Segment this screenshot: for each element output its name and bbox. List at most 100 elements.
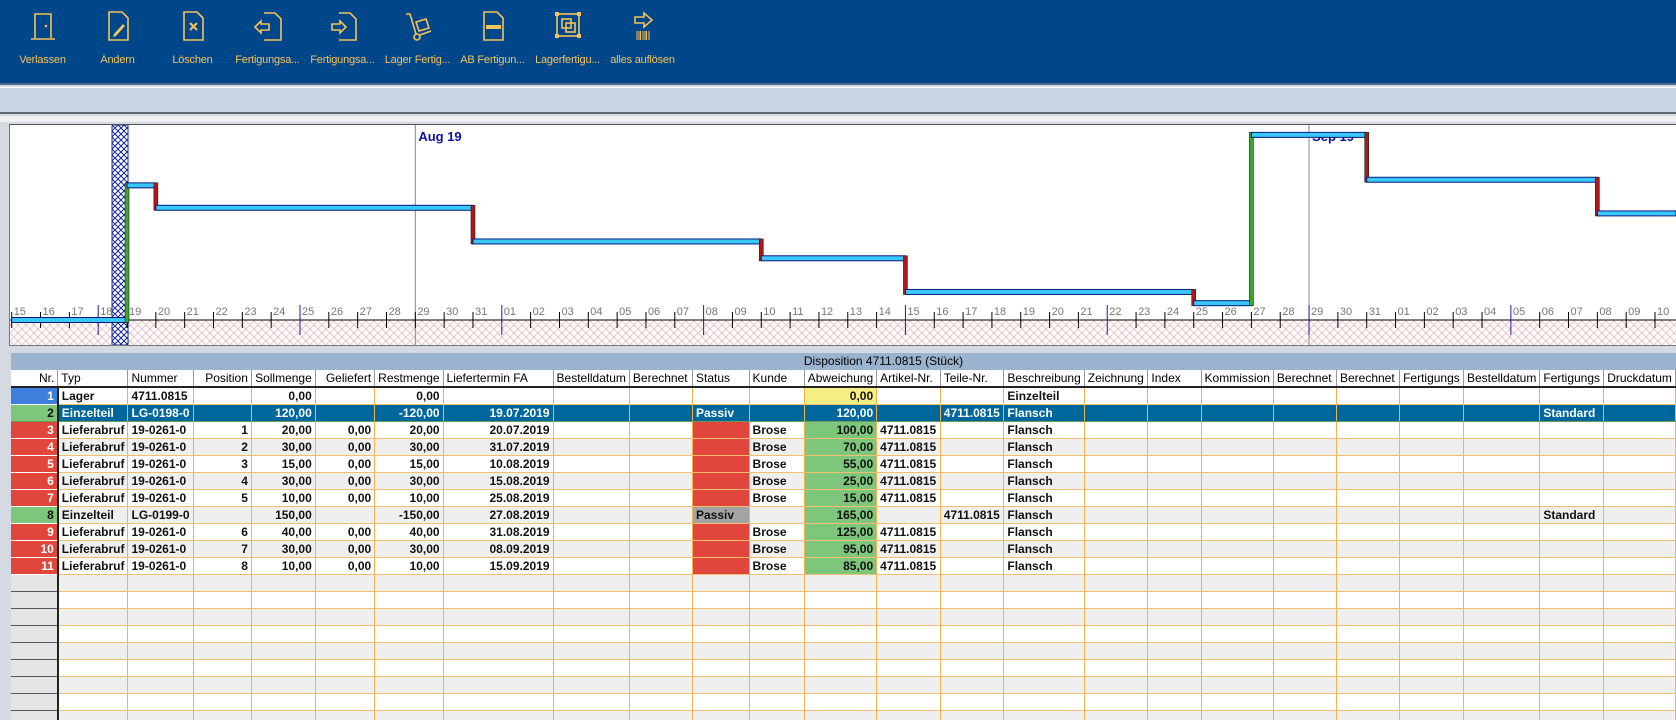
empty-cell[interactable] bbox=[692, 591, 750, 609]
empty-cell[interactable] bbox=[876, 591, 941, 609]
empty-cell[interactable] bbox=[193, 693, 252, 711]
cell-geliefert[interactable] bbox=[315, 387, 376, 405]
empty-cell[interactable] bbox=[127, 608, 194, 626]
cell-sollmenge[interactable]: 15,00 bbox=[251, 455, 316, 473]
empty-cell[interactable] bbox=[1147, 591, 1202, 609]
cell-bestelldatum[interactable] bbox=[1463, 472, 1541, 490]
cell-fertigungs[interactable]: Standard bbox=[1539, 404, 1605, 422]
cell-zeichnung[interactable] bbox=[1084, 387, 1149, 405]
cell-artikel-nr[interactable] bbox=[876, 387, 941, 405]
cell-typ[interactable]: Lager bbox=[57, 387, 129, 405]
cell-kunde[interactable]: Brose bbox=[749, 489, 805, 507]
cell-druckdatum[interactable] bbox=[1603, 472, 1676, 490]
cell-bestelldatum[interactable] bbox=[1463, 438, 1541, 456]
cell-kommission[interactable] bbox=[1201, 455, 1274, 473]
cell-bestelldatum[interactable] bbox=[553, 540, 630, 558]
column-header[interactable]: Restmenge bbox=[374, 370, 444, 388]
empty-cell[interactable] bbox=[193, 608, 252, 626]
cell-berechnet[interactable] bbox=[1273, 421, 1337, 439]
empty-cell[interactable] bbox=[804, 659, 878, 677]
empty-cell[interactable] bbox=[876, 642, 941, 660]
cell-index[interactable] bbox=[1147, 557, 1202, 575]
cell-position[interactable]: 7 bbox=[193, 540, 252, 558]
cell-restmenge[interactable]: 20,00 bbox=[374, 421, 444, 439]
cell-nummer[interactable]: 19-0261-0 bbox=[127, 540, 194, 558]
empty-cell[interactable] bbox=[11, 710, 59, 720]
column-header[interactable]: Geliefert bbox=[315, 370, 376, 388]
row-number[interactable]: 11 bbox=[11, 557, 59, 575]
empty-cell[interactable] bbox=[1539, 659, 1605, 677]
column-header[interactable]: Bestelldatum bbox=[1463, 370, 1541, 388]
empty-cell[interactable] bbox=[57, 642, 129, 660]
cell-abweichung[interactable]: 165,00 bbox=[804, 506, 878, 524]
table-row[interactable]: 11 Lieferabruf 19-0261-0 8 10,00 0,00 10,00 15.… bbox=[11, 557, 1676, 575]
cell-berechnet[interactable] bbox=[629, 438, 694, 456]
cell-restmenge[interactable]: 30,00 bbox=[374, 540, 444, 558]
empty-cell[interactable] bbox=[1603, 693, 1676, 711]
empty-cell[interactable] bbox=[11, 659, 59, 677]
empty-cell[interactable] bbox=[57, 574, 129, 592]
cell-druckdatum[interactable] bbox=[1603, 489, 1676, 507]
cell-nummer[interactable]: 19-0261-0 bbox=[127, 421, 194, 439]
empty-cell[interactable] bbox=[1603, 642, 1676, 660]
table-row[interactable]: 2 Einzelteil LG-0198-0 120,00 -120,00 19.07.2… bbox=[11, 404, 1676, 422]
empty-cell[interactable] bbox=[940, 625, 1005, 643]
column-header[interactable]: Sollmenge bbox=[251, 370, 316, 388]
cell-zeichnung[interactable] bbox=[1084, 489, 1149, 507]
cell-abweichung[interactable]: 95,00 bbox=[804, 540, 878, 558]
toolbar-button-document-arrow-left[interactable]: Fertigungsa... bbox=[230, 6, 305, 68]
empty-cell[interactable] bbox=[1399, 693, 1464, 711]
empty-cell[interactable] bbox=[1463, 574, 1541, 592]
cell-bestelldatum[interactable] bbox=[553, 557, 630, 575]
toolbar-button-document-delete[interactable]: Löschen bbox=[155, 6, 230, 68]
cell-geliefert[interactable] bbox=[315, 404, 376, 422]
empty-cell[interactable] bbox=[315, 642, 376, 660]
cell-teile-nr[interactable] bbox=[940, 455, 1005, 473]
empty-cell[interactable] bbox=[193, 710, 252, 720]
cell-geliefert[interactable]: 0,00 bbox=[315, 523, 376, 541]
cell-fertigungs[interactable]: Standard bbox=[1539, 506, 1605, 524]
empty-cell[interactable] bbox=[374, 608, 444, 626]
cell-abweichung[interactable]: 100,00 bbox=[804, 421, 878, 439]
cell-sollmenge[interactable]: 30,00 bbox=[251, 472, 316, 490]
empty-cell[interactable] bbox=[749, 710, 805, 720]
table-row[interactable]: 1 Lager 4711.0815 0,00 0,00 0,00 Einzelteil bbox=[11, 387, 1676, 405]
empty-cell[interactable] bbox=[876, 676, 941, 694]
cell-druckdatum[interactable] bbox=[1603, 387, 1676, 405]
cell-liefertermin-fa[interactable]: 31.07.2019 bbox=[443, 438, 554, 456]
cell-kunde[interactable]: Brose bbox=[749, 557, 805, 575]
cell-beschreibung[interactable]: Flansch bbox=[1003, 523, 1085, 541]
empty-cell[interactable] bbox=[1084, 676, 1149, 694]
column-header[interactable]: Berechnet bbox=[1273, 370, 1337, 388]
cell-beschreibung[interactable]: Flansch bbox=[1003, 404, 1085, 422]
empty-cell[interactable] bbox=[315, 625, 376, 643]
cell-teile-nr[interactable] bbox=[940, 472, 1005, 490]
cell-berechnet[interactable] bbox=[1336, 455, 1401, 473]
cell-artikel-nr[interactable] bbox=[876, 506, 941, 524]
empty-cell[interactable] bbox=[251, 676, 316, 694]
cell-berechnet[interactable] bbox=[1336, 540, 1401, 558]
cell-geliefert[interactable]: 0,00 bbox=[315, 557, 376, 575]
cell-berechnet[interactable] bbox=[1336, 557, 1401, 575]
cell-sollmenge[interactable]: 10,00 bbox=[251, 489, 316, 507]
empty-cell[interactable] bbox=[1399, 659, 1464, 677]
cell-berechnet[interactable] bbox=[1273, 523, 1337, 541]
cell-fertigungs[interactable] bbox=[1399, 387, 1464, 405]
empty-cell[interactable] bbox=[251, 710, 316, 720]
cell-geliefert[interactable]: 0,00 bbox=[315, 540, 376, 558]
empty-cell[interactable] bbox=[804, 693, 878, 711]
cell-artikel-nr[interactable]: 4711.0815 bbox=[876, 557, 941, 575]
empty-cell[interactable] bbox=[1273, 574, 1337, 592]
empty-cell[interactable] bbox=[1603, 659, 1676, 677]
cell-kunde[interactable]: Brose bbox=[749, 455, 805, 473]
cell-status[interactable]: Passiv bbox=[692, 404, 750, 422]
cell-index[interactable] bbox=[1147, 404, 1202, 422]
empty-cell[interactable] bbox=[443, 642, 554, 660]
empty-cell[interactable] bbox=[804, 710, 878, 720]
cell-index[interactable] bbox=[1147, 489, 1202, 507]
empty-cell[interactable] bbox=[749, 676, 805, 694]
column-header[interactable]: Nr. bbox=[11, 370, 59, 388]
column-header[interactable]: Berechnet bbox=[629, 370, 694, 388]
empty-cell[interactable] bbox=[127, 574, 194, 592]
empty-cell[interactable] bbox=[1147, 676, 1202, 694]
